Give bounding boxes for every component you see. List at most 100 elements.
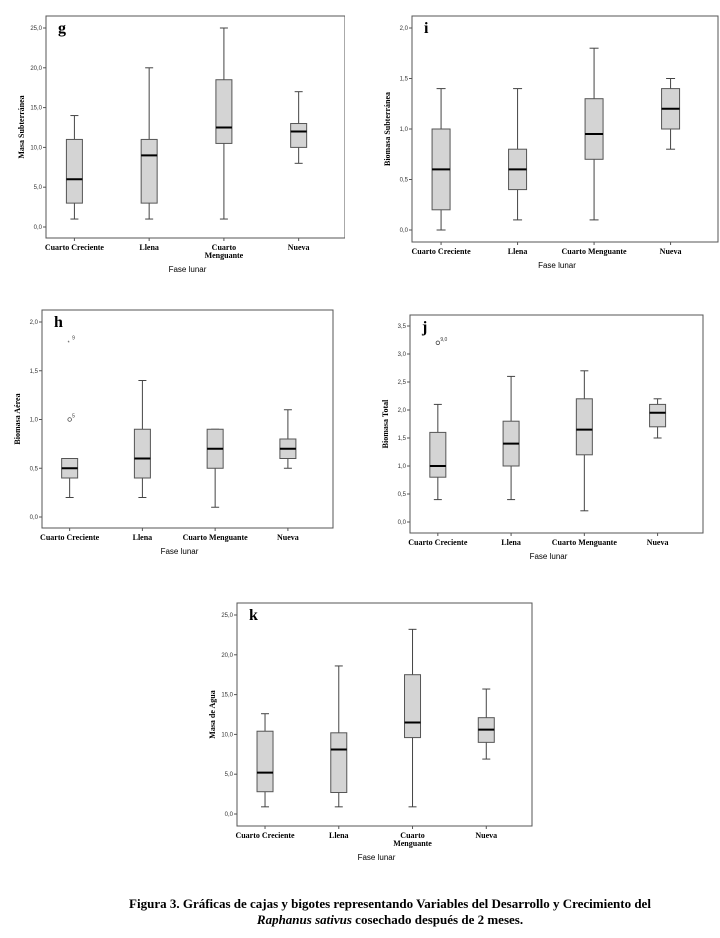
iqr-box [575,398,593,456]
outlier-label: 5 [72,414,75,420]
iqr-box [215,79,233,144]
y-tick-label: 1,5 [398,436,407,442]
box-3 [404,628,422,808]
box-3 [215,27,233,220]
box-3 [206,428,224,508]
y-tick-label: 1,0 [398,464,407,470]
x-category-label: Cuarto Creciente [40,533,100,542]
outlier-circle [67,417,72,422]
box-2 [508,88,528,221]
panel-label: i [424,20,429,37]
y-tick-label: 5,0 [34,185,43,191]
iqr-box [290,123,308,148]
x-category-label: Nueva [475,831,497,840]
box-1 [65,115,83,220]
x-category-label: Cuarto Creciente [411,247,471,256]
caption-line-2-rest: cosechado después de 2 meses. [351,912,524,927]
chart-k-masa-de-agua: k 0,0 5,0 10,0 15,0 20,0 25,0 Masa de Agua Cuart… [190,580,550,870]
y-tick-label: 10,0 [30,145,42,151]
y-tick-label: 0,0 [225,812,234,818]
box-1: 9,0 [429,337,448,501]
outlier-star: * [68,341,70,347]
iqr-box [404,674,422,739]
x-category-label: Cuarto [400,831,424,840]
x-category-label: Nueva [647,538,669,547]
x-axis-label: Fase lunar [161,547,199,556]
x-category-label: Llena [133,533,153,542]
x-axis-label: Fase lunar [538,261,576,270]
y-tick-label: 0,5 [400,178,409,184]
chart-h-svg: h 0,0 0,5 1,0 1,5 2,0 Biomasa Aérea *9 5 Cuarto C… [13,309,334,556]
outlier-circle [435,340,440,345]
chart-j-svg: j 0,0 0,5 1,0 1,5 2,0 2,5 3,0 3,5 Biomasa Total 9,… [381,314,704,561]
x-category-label: Cuarto Menguante [562,247,628,256]
caption-line-2: Raphanus sativus cosechado después de 2 … [60,912,720,928]
y-tick-label: 0,0 [34,225,43,231]
y-tick-label: 1,0 [400,127,409,133]
panel-label: k [249,607,258,624]
y-tick-label: 25,0 [221,613,233,619]
iqr-box [256,730,274,793]
iqr-box [133,428,151,479]
panel-label: h [54,314,63,331]
figure-caption: Figura 3. Gráficas de cajas y bigotes re… [60,896,720,928]
y-tick-label: 15,0 [30,106,42,112]
box-4 [661,78,681,150]
iqr-box [649,403,667,428]
x-category-label: Llena [329,831,349,840]
y-tick-label: 0,0 [398,520,407,526]
chart-j-biomasa-total: j 0,0 0,5 1,0 1,5 2,0 2,5 3,0 3,5 Biomasa Total 9,… [360,300,720,570]
x-category-label: Nueva [277,533,299,542]
box-2 [140,67,158,220]
y-tick-label: 20,0 [30,66,42,72]
iqr-box [584,98,604,160]
x-category-label: Nueva [288,243,310,252]
plot-frame [236,602,533,827]
box-4 [279,409,297,469]
chart-i-svg: i 0,0 0,5 1,0 1,5 2,0 Biomasa Subterránea Cuart… [383,15,719,270]
box-4 [290,91,308,164]
y-tick-label: 2,0 [400,26,409,32]
x-category-label: Cuarto Menguante [552,538,618,547]
x-category-label: Llena [501,538,521,547]
iqr-box [330,732,348,794]
y-tick-label: 25,0 [30,26,42,32]
x-axis-label: Fase lunar [530,552,568,561]
panel-label: j [421,319,427,336]
outlier-label: 9,0 [440,337,447,343]
box-1: *9 5 [61,336,79,498]
x-category-label: Cuarto [212,243,236,252]
y-axis-label: Masa Subterránea [17,95,26,158]
x-category-label: Menguante [393,839,432,848]
caption-species: Raphanus sativus [256,912,352,927]
x-category-label: Menguante [205,251,244,260]
y-tick-label: 0,0 [400,228,409,234]
chart-k-svg: k 0,0 5,0 10,0 15,0 20,0 25,0 Masa de Agua Cuart… [208,602,533,862]
caption-line-1: Figura 3. Gráficas de cajas y bigotes re… [129,896,651,911]
box-2 [133,380,151,498]
y-tick-label: 15,0 [221,693,233,699]
y-tick-label: 20,0 [221,653,233,659]
box-1 [431,88,451,231]
y-tick-label: 2,0 [398,408,407,414]
y-axis-label: Biomasa Subterránea [383,92,392,166]
box-4 [649,398,667,439]
y-tick-label: 1,5 [400,77,409,83]
chart-h-biomasa-aerea: h 0,0 0,5 1,0 1,5 2,0 Biomasa Aérea * 9 5 Cuarto C… [0,300,345,565]
box-4 [477,688,495,760]
y-axis-label: Biomasa Total [381,399,390,448]
y-tick-label: 3,0 [398,352,407,358]
box-2 [502,375,520,501]
x-category-label: Cuarto Creciente [45,243,105,252]
chart-i-biomasa-subterranea: i 0,0 0,5 1,0 1,5 2,0 Biomasa Subterránea Cuart… [360,0,720,280]
y-tick-label: 10,0 [221,732,233,738]
y-tick-label: 2,0 [30,320,39,326]
outlier-label: 9 [72,336,75,342]
plot-frame [41,309,334,529]
y-tick-label: 1,5 [30,369,39,375]
iqr-box [429,431,447,478]
x-category-label: Llena [508,247,528,256]
box-2 [330,665,348,808]
x-category-label: Nueva [660,247,682,256]
box-3 [575,370,593,512]
